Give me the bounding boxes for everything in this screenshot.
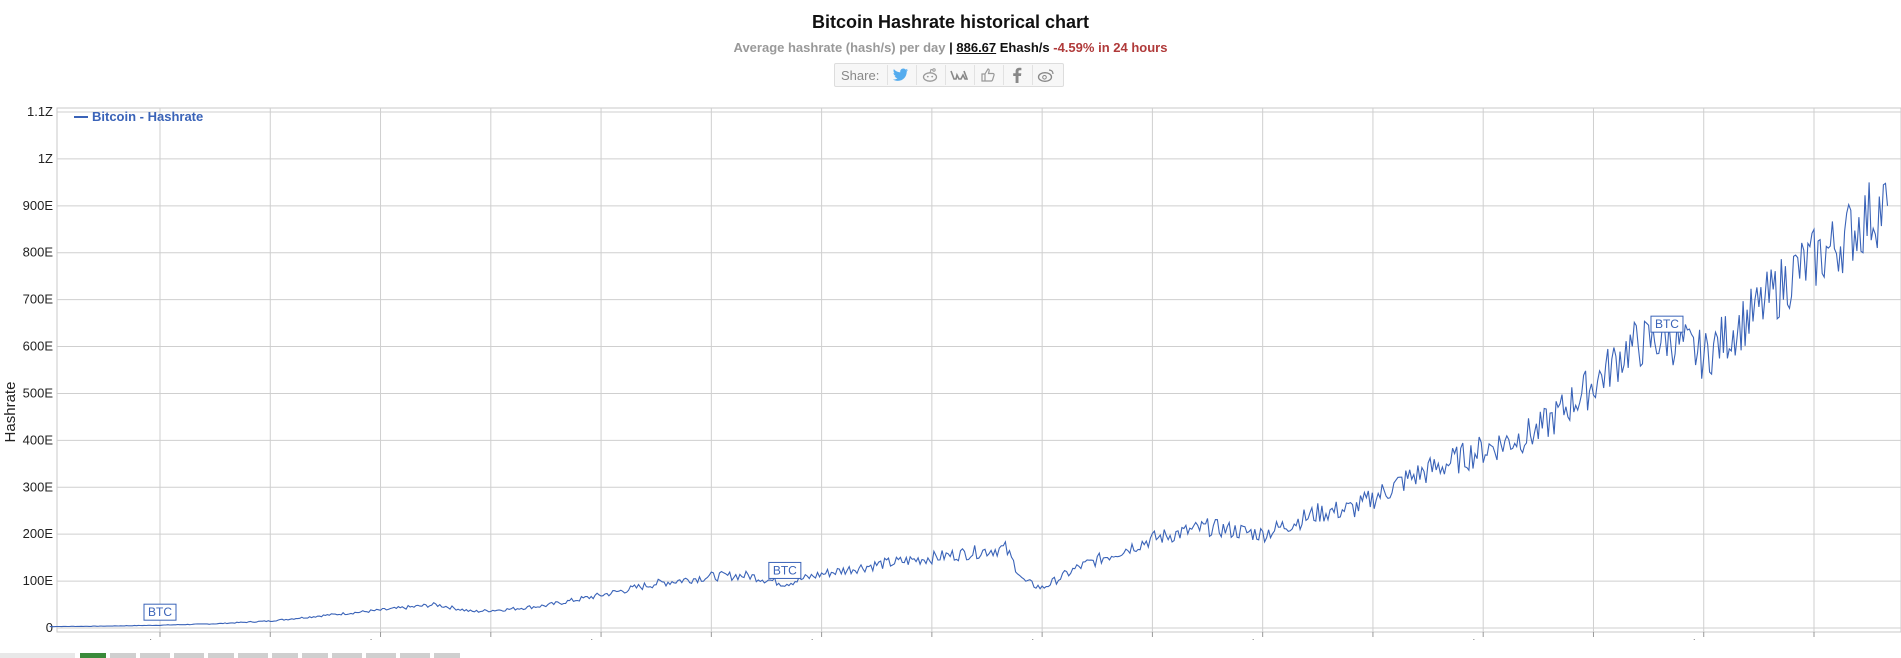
x-tick-label: Jan 2022 (1126, 637, 1180, 640)
y-tick-label: 1.1Z (27, 104, 53, 119)
change-percent: -4.59% (1053, 40, 1095, 55)
x-tick-label: Jul 2017 (135, 637, 184, 640)
y-tick-label: 1Z (38, 151, 53, 166)
y-tick-label: 600E (23, 339, 54, 354)
y-tick-label: 400E (23, 432, 54, 447)
btc-flag-label: BTC (1655, 317, 1679, 331)
y-axis-label: Hashrate (2, 382, 19, 443)
subtitle-prefix: Average hashrate (hash/s) per day (733, 40, 946, 55)
series-layer (49, 182, 1889, 628)
btc-flag-label: BTC (148, 605, 172, 619)
x-tick-label: Jan 2020 (685, 637, 739, 640)
btc-flag-box (768, 561, 802, 579)
x-tick-label: Jul 2024 (1679, 637, 1728, 640)
series-line-hashrate (49, 182, 1889, 628)
btc-annotation[interactable]: BTC (768, 561, 802, 579)
x-tick-label: Jan 2025 (1787, 637, 1841, 640)
y-tick-label: 0 (46, 620, 53, 635)
weibo-icon[interactable] (1032, 65, 1059, 85)
y-axis-ticks: 0 100E 200E 300E 400E 500E 600E 700E 800E 900E 1Z 1… (23, 104, 54, 635)
annotations-layer: BTC BTC BTC (143, 315, 1684, 621)
x-tick-label: Jan 2021 (905, 637, 959, 640)
twitter-icon[interactable] (887, 65, 914, 85)
y-tick-label: 900E (23, 198, 54, 213)
change-suffix: in 24 hours (1098, 40, 1168, 55)
x-tick-label: Jan 2018 (244, 637, 298, 640)
reddit-icon[interactable] (916, 65, 943, 85)
y-tick-label: 700E (23, 292, 54, 307)
x-tick-label: Jul 2023 (1459, 637, 1508, 640)
share-bar: Share: (834, 63, 1065, 87)
x-tick-label: Jan 2019 (464, 637, 518, 640)
x-tick-label: Jul 2018 (356, 637, 405, 640)
like-icon[interactable] (974, 65, 1001, 85)
legend[interactable]: Bitcoin - Hashrate (74, 109, 203, 124)
btc-annotation[interactable]: BTC (1650, 315, 1684, 333)
y-tick-label: 200E (23, 526, 54, 541)
y-tick-label: 100E (23, 573, 54, 588)
chart-subtitle: Average hashrate (hash/s) per day | 886.… (0, 40, 1901, 55)
current-hashrate-value[interactable]: 886.67 (956, 40, 997, 55)
facebook-icon[interactable] (1003, 65, 1030, 85)
x-tick-label: Jul 2019 (576, 637, 625, 640)
plot-frame (56, 107, 1901, 633)
subtitle-separator: | (949, 40, 953, 55)
x-tick-label: Jan 2023 (1346, 637, 1400, 640)
x-tick-label: Jul 2022 (1238, 637, 1287, 640)
hashrate-chart: 0 100E 200E 300E 400E 500E 600E 700E 800E 900E 1Z 1… (2, 104, 1901, 640)
btc-flag-label: BTC (773, 563, 797, 577)
y-tick-label: 800E (23, 245, 54, 260)
pager-strip (0, 653, 460, 658)
chart-grid (56, 107, 1901, 633)
share-label: Share: (841, 67, 880, 83)
current-hashrate-unit: Ehash/s (999, 40, 1050, 55)
vk-icon[interactable] (945, 65, 972, 85)
legend-label: Bitcoin - Hashrate (92, 109, 203, 124)
y-tick-label: 500E (23, 385, 54, 400)
y-tick-label: 300E (23, 479, 54, 494)
btc-flag-box (1650, 315, 1684, 333)
btc-annotation[interactable]: BTC (143, 603, 177, 621)
x-axis-ticks: Jul 2017 Jan 2018 Jul 2018 Jan 2019 Jul 2019… (135, 632, 1841, 640)
x-tick-label: Jan 2024 (1567, 637, 1621, 640)
btc-flag-box (143, 603, 177, 621)
x-tick-label: Jul 2021 (1018, 637, 1067, 640)
x-tick-label: Jul 2020 (797, 637, 846, 640)
chart-title: Bitcoin Hashrate historical chart (811, 12, 1090, 32)
